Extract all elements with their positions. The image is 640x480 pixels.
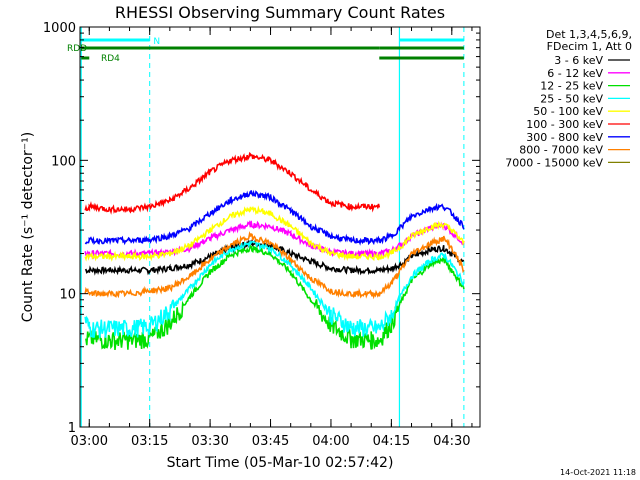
x-tick-label-4: 04:00 [312,434,349,449]
y-tick-label-2: 100 [51,154,76,169]
flag-label-n: N [153,37,160,47]
legend-label-3: 25 - 50 keV [540,92,603,105]
x-tick-label-3: 03:45 [252,434,289,449]
x-tick-label-5: 04:15 [373,434,410,449]
legend-label-0: 3 - 6 keV [554,54,603,67]
y-axis-title: Count Rate (s⁻¹ detector⁻¹) [20,132,36,322]
x-tick-label-0: 03:00 [71,434,108,449]
y-tick-label-0: 1 [68,421,76,436]
legend-label-1: 6 - 12 keV [547,67,603,80]
vertical-markers [80,27,465,427]
legend-label-8: 7000 - 15000 keV [505,156,603,169]
series-line-5 [84,151,381,215]
axes: 1 10 100 1000 03:00 03:15 03:30 03:45 04:00 04:15… [43,21,480,449]
series-line-1 [84,220,465,260]
y-tick-label-3: 1000 [43,21,76,36]
x-tick-label-6: 04:30 [433,434,470,449]
data-series [84,151,465,350]
x-tick-label-2: 03:30 [191,434,228,449]
chart-title: RHESSI Observing Summary Count Rates [115,3,445,22]
footer-date: 14-Oct-2021 11:18 [560,468,636,477]
legend-label-6: 300 - 800 keV [526,131,603,144]
series-line-7 [84,230,465,300]
legend-label-4: 50 - 100 keV [533,105,603,118]
x-tick-label-1: 03:15 [131,434,168,449]
legend: Det 1,3,4,5,6,9,FDecim 1, Att 03 - 6 keV… [505,28,632,169]
x-axis-title: Start Time (05-Mar-10 02:57:42) [167,455,394,471]
legend-label-7: 800 - 7000 keV [519,144,603,157]
series-line-6 [84,189,465,246]
series-line-4 [84,205,465,262]
plot-frame [79,26,481,428]
legend-label-5: 100 - 300 keV [526,118,603,131]
series-line-3 [84,240,465,339]
flag-label-rd4: RD4 [101,54,120,64]
flag-label-rdd: RDD [67,44,87,54]
legend-label-2: 12 - 25 keV [540,80,603,93]
y-tick-label-1: 10 [59,288,76,303]
legend-header-0: Det 1,3,4,5,6,9, [546,28,632,41]
legend-header-1: FDecim 1, Att 0 [547,40,632,53]
status-flags: N RDD RD4 [67,37,464,64]
